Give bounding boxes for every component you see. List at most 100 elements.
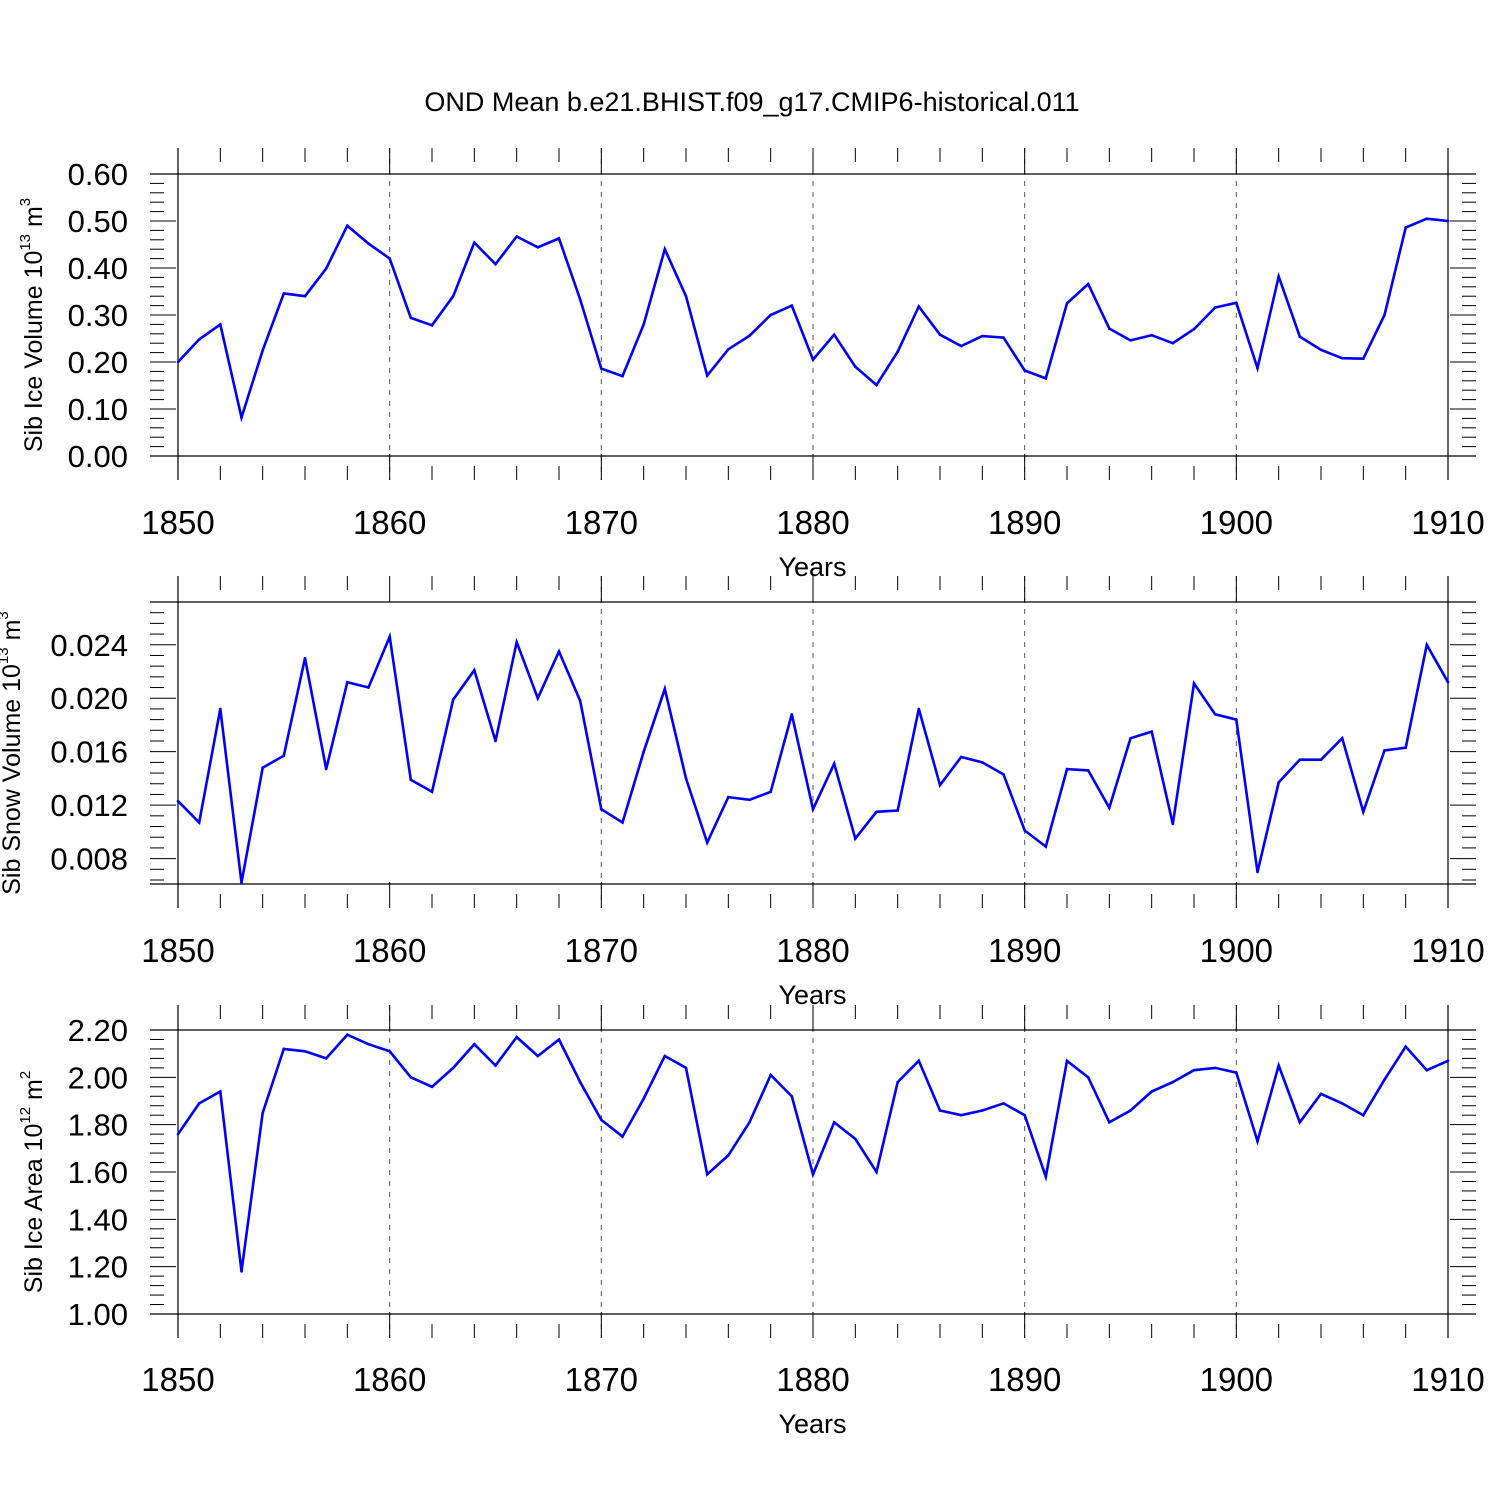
- data-point: [219, 1090, 222, 1093]
- x-tick-label: 1850: [141, 1361, 214, 1398]
- data-point: [1192, 327, 1196, 331]
- data-point: [1446, 1059, 1450, 1063]
- data-point: [1002, 773, 1005, 776]
- data-point: [1150, 730, 1153, 733]
- data-point: [769, 1073, 772, 1077]
- data-point: [705, 374, 709, 377]
- data-point: [1108, 327, 1111, 330]
- data-point: [1192, 682, 1196, 685]
- data-point: [1150, 333, 1153, 337]
- data-point: [727, 795, 730, 799]
- data-point: [557, 1038, 561, 1041]
- x-tick-label: 1890: [988, 932, 1061, 969]
- data-point: [1425, 643, 1429, 647]
- data-point: [959, 755, 963, 759]
- x-axis-label: Years: [778, 1409, 846, 1439]
- data-point: [1319, 348, 1323, 352]
- data-point: [1446, 680, 1450, 684]
- x-tick-label: 1850: [141, 504, 214, 541]
- y-axis-label-part: 3: [0, 611, 12, 619]
- data-point: [811, 1173, 815, 1176]
- x-tick-label: 1900: [1200, 932, 1273, 969]
- x-tick-label: 1860: [353, 1361, 426, 1398]
- data-point: [303, 656, 307, 660]
- y-tick-label: 2.00: [68, 1060, 128, 1095]
- data-point: [1362, 357, 1365, 361]
- data-point: [515, 1035, 518, 1039]
- data-point: [663, 1054, 667, 1058]
- data-point: [346, 680, 349, 684]
- data-point: [600, 807, 603, 811]
- data-point: [197, 338, 201, 341]
- data-point: [896, 1080, 899, 1084]
- data-point: [557, 237, 561, 240]
- data-point: [1425, 217, 1429, 220]
- data-point: [748, 334, 751, 337]
- data-point: [1086, 282, 1090, 286]
- x-tick-label: 1870: [565, 932, 638, 969]
- y-axis-label-part: Sib Snow Volume 10: [0, 664, 26, 895]
- data-point: [1044, 377, 1048, 380]
- data-point: [515, 235, 518, 238]
- data-point: [621, 1135, 624, 1138]
- data-point: [346, 1033, 349, 1037]
- data-point: [240, 881, 243, 884]
- x-tick-label: 1900: [1200, 1361, 1273, 1398]
- data-point: [1362, 810, 1365, 814]
- data-point: [1065, 301, 1069, 305]
- data-point: [388, 257, 391, 260]
- data-point: [1319, 758, 1323, 762]
- y-tick-label: 0.20: [68, 345, 128, 380]
- data-point: [705, 1173, 709, 1176]
- data-point: [1086, 1076, 1090, 1079]
- data-point: [832, 333, 836, 337]
- x-tick-label: 1860: [353, 504, 426, 541]
- data-point: [981, 1109, 984, 1112]
- y-tick-label: 0.016: [50, 735, 128, 770]
- data-point: [578, 298, 582, 301]
- x-tick-label: 1910: [1411, 1361, 1484, 1398]
- x-tick-label: 1890: [988, 1361, 1061, 1398]
- y-tick-label: 0.30: [68, 298, 128, 333]
- data-point: [388, 635, 391, 639]
- data-point: [367, 242, 370, 245]
- data-point: [1383, 1078, 1386, 1081]
- data-point: [1171, 341, 1175, 345]
- data-point: [536, 696, 540, 700]
- data-point: [1023, 829, 1026, 832]
- data-point: [684, 294, 688, 298]
- data-point: [1044, 845, 1048, 848]
- data-point: [600, 367, 603, 370]
- data-point: [832, 1121, 836, 1124]
- data-point: [727, 348, 730, 351]
- x-tick-label: 1890: [988, 504, 1061, 541]
- data-point: [1213, 306, 1217, 309]
- data-point: [1446, 219, 1450, 223]
- data-point: [261, 348, 264, 352]
- data-point: [451, 698, 455, 701]
- data-point: [1277, 1064, 1280, 1067]
- data-point: [917, 305, 921, 308]
- data-point: [282, 1047, 286, 1051]
- panel-ice-volume: 0.00 0.10 0.20 0.30 0.40 0.50 0.60 1850 1860 1870…: [17, 148, 1485, 582]
- data-point: [473, 1042, 476, 1046]
- data-point: [1235, 301, 1238, 305]
- data-point: [176, 1132, 180, 1136]
- data-point: [430, 324, 434, 327]
- data-point: [1340, 356, 1344, 360]
- data-point: [409, 316, 413, 320]
- data-point: [854, 1137, 857, 1141]
- y-tick-label: 1.00: [68, 1297, 128, 1332]
- y-axis-label-part: 2: [17, 1071, 34, 1079]
- data-point: [1256, 1139, 1259, 1143]
- data-point: [938, 1109, 942, 1112]
- data-point: [1298, 758, 1302, 762]
- data-point: [240, 416, 243, 419]
- data-point: [621, 821, 624, 824]
- y-tick-label: 0.020: [50, 681, 128, 716]
- data-point: [790, 712, 794, 716]
- panel-ice-area: 1.00 1.20 1.40 1.60 1.80 2.00 2.20 1850 1860 1870…: [17, 1005, 1485, 1439]
- data-point: [494, 1064, 497, 1067]
- data-point: [346, 224, 349, 227]
- x-tick-label: 1910: [1411, 504, 1484, 541]
